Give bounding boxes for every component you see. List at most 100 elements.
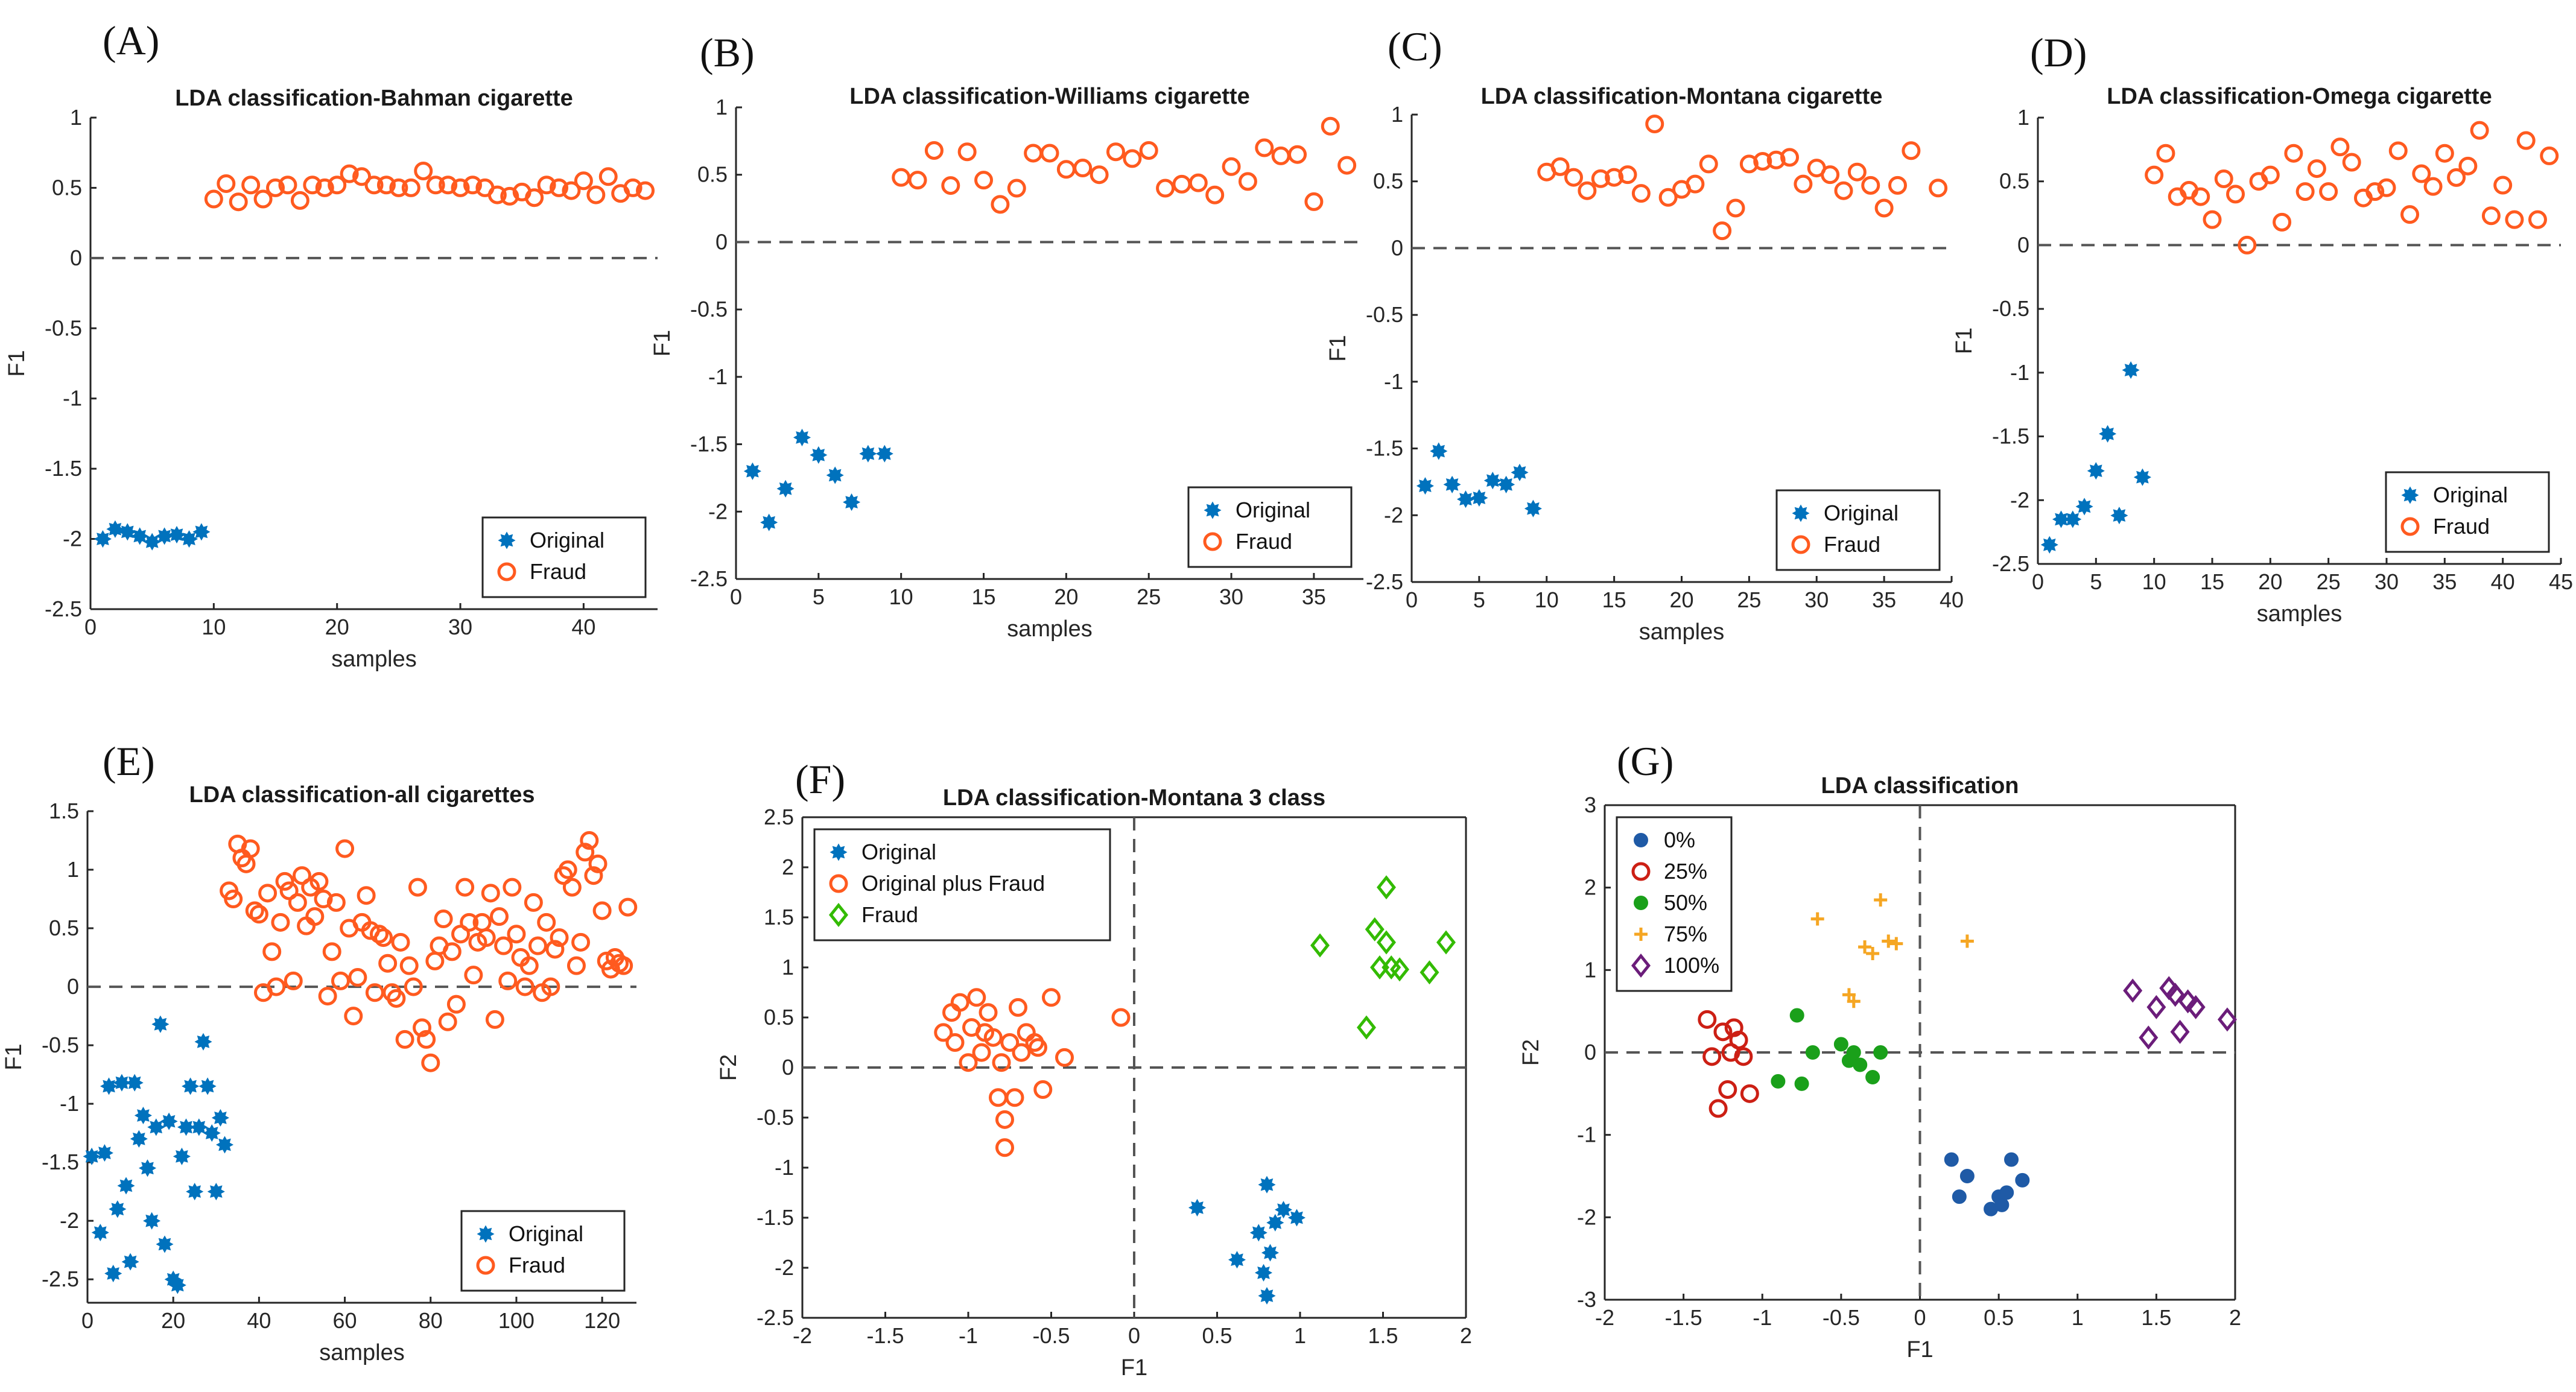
data-point bbox=[1483, 472, 1502, 490]
data-point bbox=[245, 901, 264, 920]
data-point bbox=[1310, 933, 1330, 958]
data-point bbox=[309, 872, 329, 891]
x-tick-label: 0.5 bbox=[1984, 1305, 2014, 1330]
legend: Original Fraud bbox=[1775, 489, 1941, 571]
data-point bbox=[408, 878, 427, 897]
data-point bbox=[463, 176, 482, 195]
legend-box bbox=[1775, 489, 1941, 571]
x-tick-label: -0.5 bbox=[1032, 1323, 1070, 1348]
data-point bbox=[2273, 212, 2292, 232]
data-point bbox=[2423, 177, 2443, 196]
data-point bbox=[1734, 1047, 1753, 1066]
data-point bbox=[1578, 181, 1597, 200]
panel-a: (A) LDA classification-Bahman cigarette 0 1… bbox=[4, 17, 658, 672]
data-point bbox=[2145, 165, 2164, 185]
y-tick-label: -1.5 bbox=[1992, 424, 2029, 449]
series-50- bbox=[1771, 1008, 1888, 1091]
y-tick-label: 0 bbox=[1391, 235, 1403, 260]
data-point bbox=[262, 942, 282, 961]
data-point bbox=[434, 910, 453, 929]
x-tick-label: 15 bbox=[1602, 587, 1626, 612]
y-tick-label: 0 bbox=[67, 974, 79, 999]
y-tick-label: -0.5 bbox=[1992, 296, 2029, 321]
data-point bbox=[1634, 928, 1648, 941]
data-point bbox=[241, 176, 261, 195]
data-point bbox=[2064, 510, 2082, 528]
data-point bbox=[1188, 173, 1208, 192]
data-point bbox=[1040, 144, 1059, 163]
data-point bbox=[908, 171, 927, 190]
data-point bbox=[464, 966, 483, 985]
data-point bbox=[2400, 517, 2420, 536]
data-point bbox=[438, 1012, 457, 1031]
y-tick-label: 2.5 bbox=[764, 805, 794, 829]
data-point bbox=[1591, 169, 1610, 188]
y-axis-label: F1 bbox=[650, 330, 675, 356]
y-tick-label: -1 bbox=[60, 1091, 79, 1116]
series-original bbox=[1188, 1175, 1306, 1305]
data-point bbox=[1634, 896, 1648, 910]
data-point bbox=[224, 890, 243, 909]
data-point bbox=[2447, 168, 2466, 187]
data-point bbox=[211, 1109, 229, 1127]
legend-box bbox=[813, 828, 1111, 941]
data-point bbox=[991, 195, 1010, 214]
y-axis-label: F1 bbox=[4, 350, 30, 376]
data-point bbox=[1847, 995, 1861, 1008]
data-point bbox=[1304, 192, 1324, 211]
data-point bbox=[331, 971, 350, 990]
legend-label: Fraud bbox=[2433, 514, 2490, 539]
chart-title: LDA classification-Bahman cigarette bbox=[175, 86, 573, 111]
x-tick-label: 30 bbox=[1219, 584, 1243, 609]
data-point bbox=[1430, 442, 1448, 460]
y-axis-label: F1 bbox=[1, 1043, 27, 1070]
y-tick-label: 0 bbox=[715, 229, 728, 254]
data-point bbox=[1356, 1015, 1377, 1040]
panel-b: (B) LDA classification-Williams cigarette… bbox=[650, 30, 1363, 642]
data-point bbox=[2284, 144, 2303, 163]
legend: Original Fraud bbox=[1187, 486, 1353, 568]
data-point bbox=[1698, 1010, 1717, 1029]
data-point bbox=[1188, 1198, 1207, 1216]
data-point bbox=[204, 189, 223, 209]
data-point bbox=[2087, 462, 2105, 480]
data-point bbox=[1658, 188, 1678, 207]
data-point bbox=[369, 925, 389, 944]
data-point bbox=[2238, 235, 2257, 255]
data-point bbox=[292, 866, 311, 885]
data-point bbox=[558, 860, 577, 879]
data-point bbox=[288, 893, 307, 912]
x-tick-label: 100 bbox=[498, 1308, 535, 1333]
data-point bbox=[477, 1225, 495, 1243]
data-point bbox=[829, 874, 848, 893]
y-tick-label: 1 bbox=[715, 95, 728, 119]
data-point bbox=[830, 843, 848, 861]
legend-label: Original bbox=[530, 528, 604, 552]
x-tick-label: 80 bbox=[419, 1308, 443, 1333]
y-tick-label: 2 bbox=[782, 855, 794, 879]
data-point bbox=[1238, 172, 1257, 191]
y-tick-label: 0.5 bbox=[764, 1005, 794, 1030]
data-point bbox=[810, 446, 828, 464]
data-point bbox=[194, 1033, 212, 1051]
data-point bbox=[2099, 425, 2117, 443]
x-tick-label: 35 bbox=[1302, 584, 1326, 609]
y-tick-label: -2.5 bbox=[1366, 569, 1403, 594]
data-point bbox=[2260, 165, 2280, 185]
data-point bbox=[2133, 468, 2151, 486]
y-tick-label: 1 bbox=[1391, 102, 1403, 127]
data-point bbox=[318, 987, 337, 1006]
y-tick-label: 1.5 bbox=[49, 799, 79, 823]
y-tick-label: -2 bbox=[1577, 1204, 1596, 1229]
data-point bbox=[439, 176, 458, 195]
data-point bbox=[109, 1200, 127, 1218]
data-point bbox=[160, 1112, 178, 1130]
x-tick-label: 20 bbox=[1669, 587, 1693, 612]
data-point bbox=[2412, 164, 2431, 183]
data-point bbox=[1007, 179, 1026, 198]
data-point bbox=[284, 971, 303, 990]
data-point bbox=[2203, 210, 2222, 229]
data-point bbox=[180, 530, 198, 548]
data-point bbox=[451, 925, 471, 944]
data-point bbox=[566, 956, 586, 975]
